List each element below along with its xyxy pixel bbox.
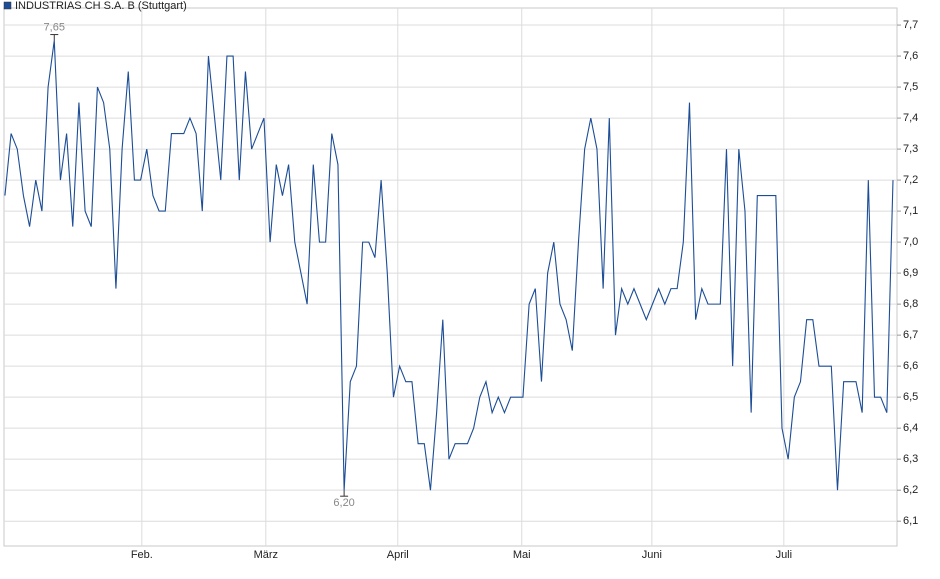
y-tick-label: 7,1 — [903, 205, 918, 217]
y-tick-label: 6,8 — [903, 298, 918, 310]
y-tick-label: 6,7 — [903, 329, 918, 341]
y-tick-label: 7,2 — [903, 174, 918, 186]
extreme-label: 6,20 — [333, 497, 354, 509]
x-tick-label: Juni — [642, 549, 662, 561]
x-tick-label: März — [254, 549, 278, 561]
y-tick-label: 6,3 — [903, 453, 918, 465]
y-tick-label: 7,7 — [903, 19, 918, 31]
y-tick-label: 6,2 — [903, 484, 918, 496]
y-tick-label: 6,6 — [903, 360, 918, 372]
legend-swatch — [3, 1, 12, 10]
y-tick-label: 7,4 — [903, 112, 918, 124]
x-tick-label: Feb. — [131, 549, 153, 561]
plot-frame — [3, 7, 898, 547]
y-tick-label: 7,0 — [903, 236, 918, 248]
x-tick-label: Juli — [776, 549, 793, 561]
x-tick-label: Mai — [513, 549, 531, 561]
y-tick-label: 6,1 — [903, 515, 918, 527]
extreme-label: 7,65 — [44, 21, 65, 33]
y-tick-label: 6,9 — [903, 267, 918, 279]
y-tick-label: 7,5 — [903, 81, 918, 93]
price-line — [4, 40, 894, 491]
x-tick-label: April — [387, 549, 409, 561]
legend-label: INDUSTRIAS CH S.A. B (Stuttgart) — [15, 0, 187, 12]
y-tick-label: 6,4 — [903, 422, 918, 434]
y-tick-label: 7,3 — [903, 143, 918, 155]
y-tick-label: 6,5 — [903, 391, 918, 403]
y-tick-label: 7,6 — [903, 50, 918, 62]
